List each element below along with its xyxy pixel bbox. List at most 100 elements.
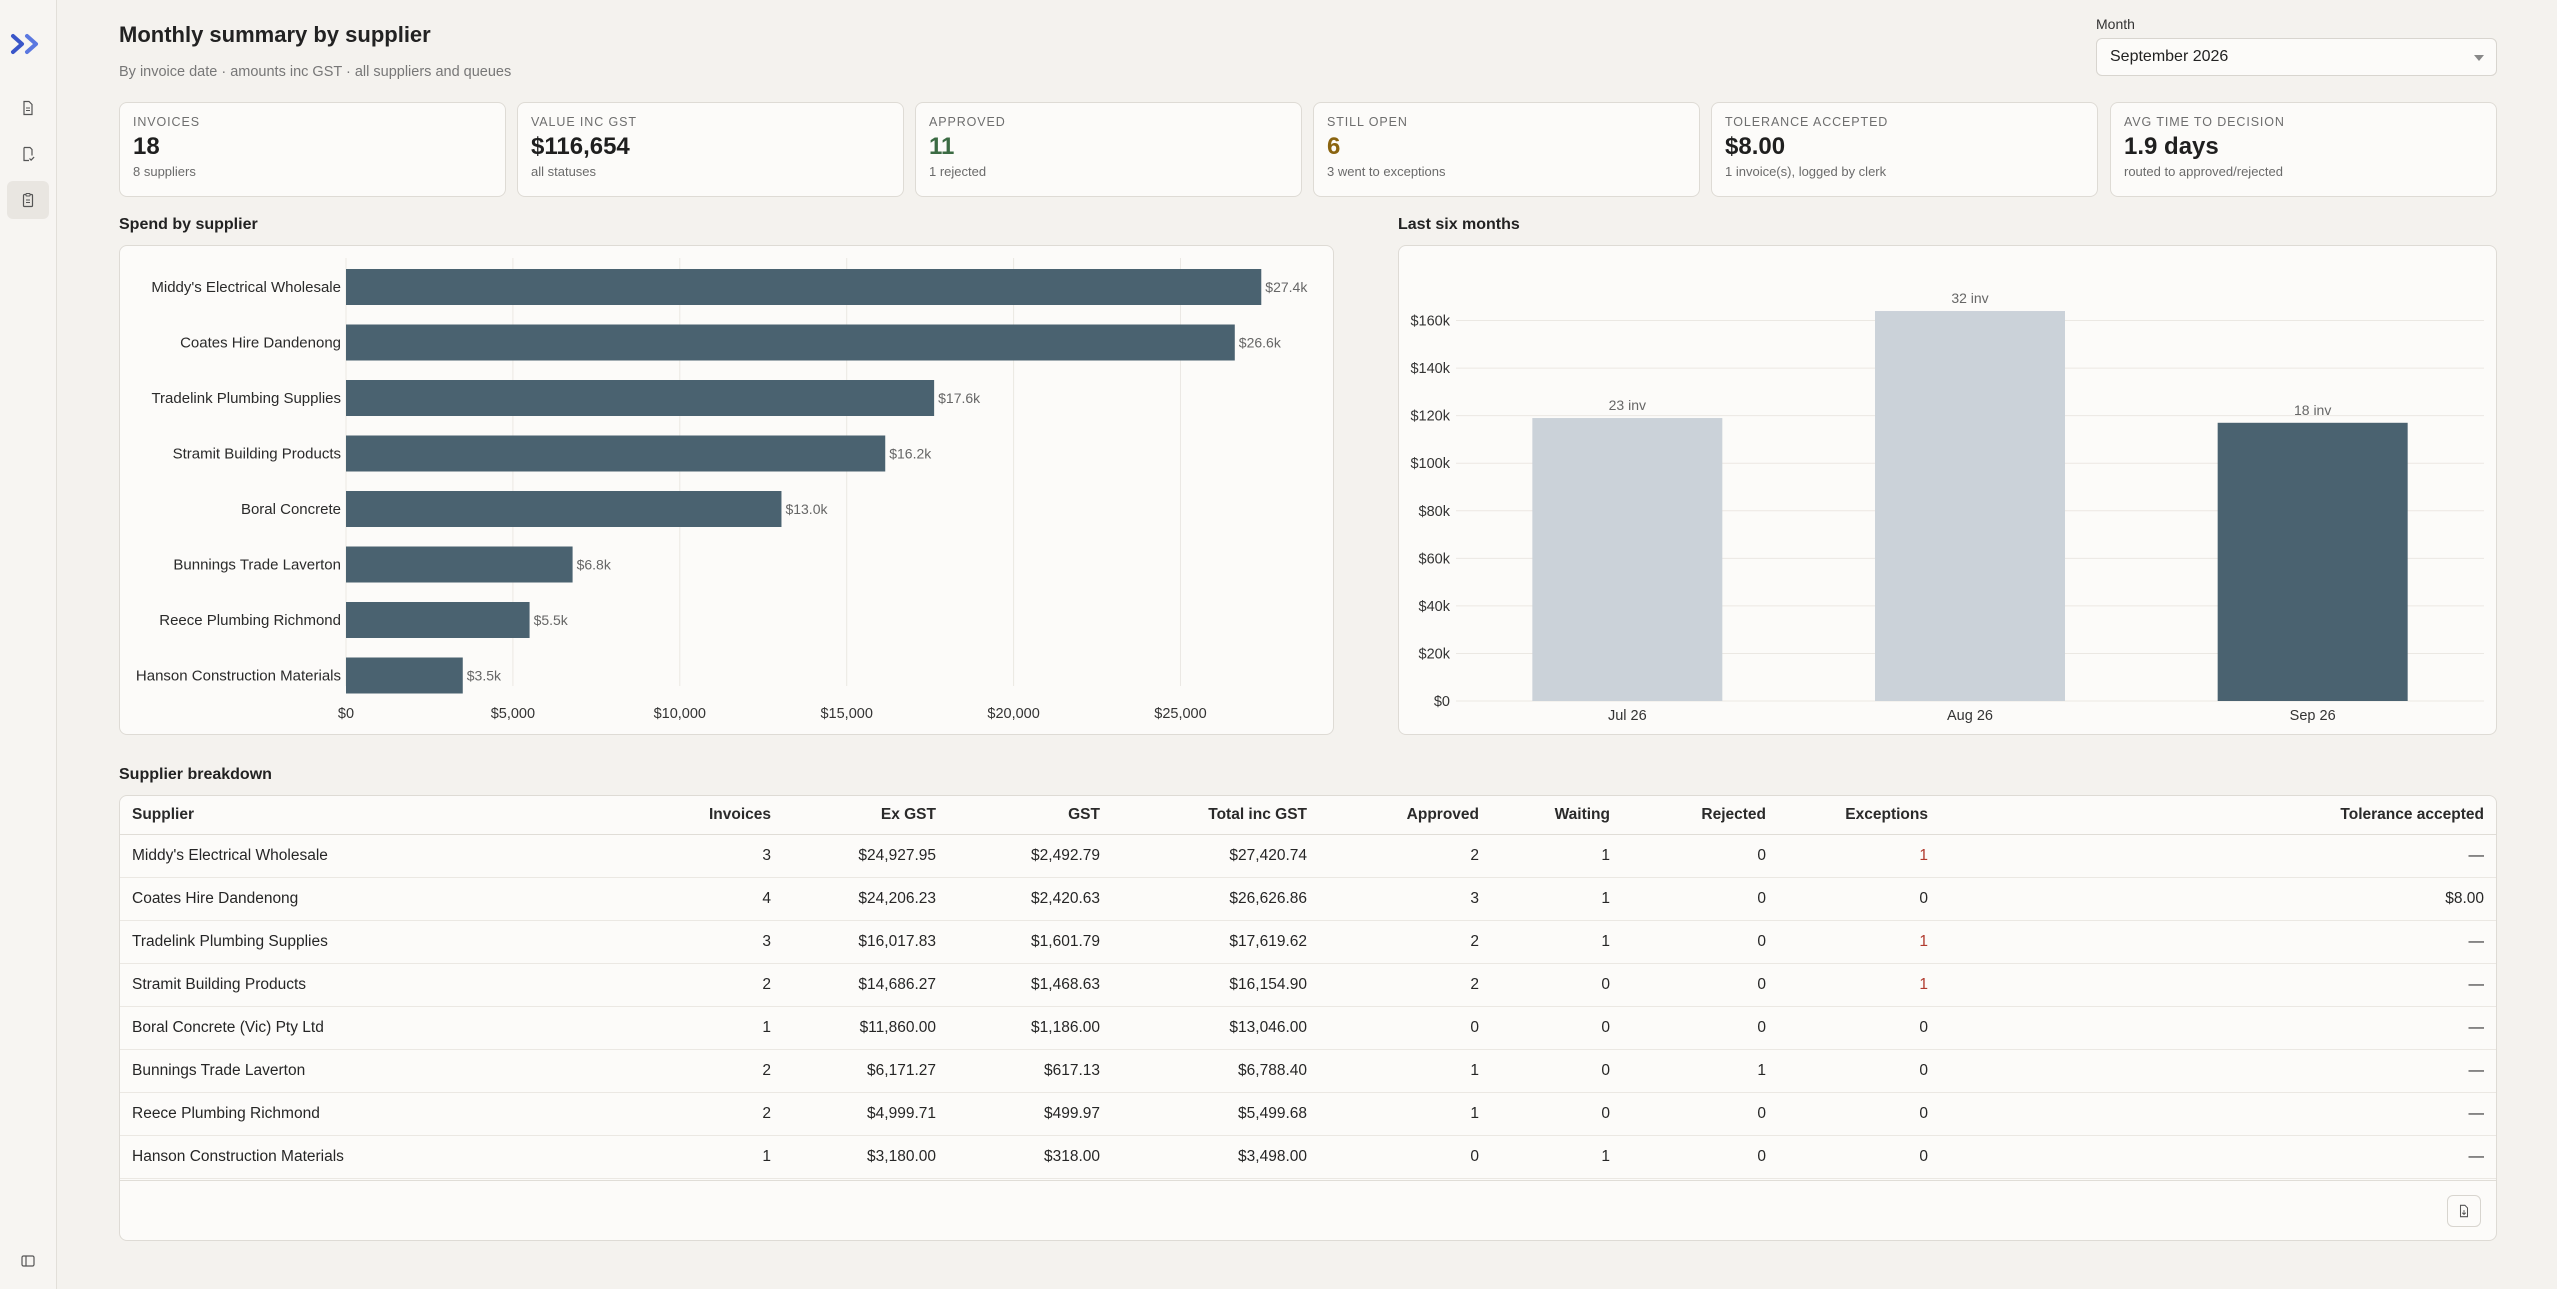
logo-icon[interactable] <box>9 32 49 56</box>
table-cell: Stramit Building Products <box>120 963 500 1007</box>
table-cell: $3,180.00 <box>783 1135 948 1179</box>
export-button[interactable] <box>2447 1195 2481 1227</box>
table-cell: $4,999.71 <box>783 1092 948 1136</box>
nav-invoices-button[interactable] <box>7 89 49 127</box>
table-cell: 2 <box>500 1092 783 1136</box>
sidebar-rail <box>0 0 57 1289</box>
table-cell: 0 <box>1491 1092 1622 1136</box>
bar-value-label: $13.0k <box>785 501 828 517</box>
chevron-down-icon <box>2474 55 2484 61</box>
x-tick-label: $0 <box>338 706 354 722</box>
table-cell: 0 <box>1622 920 1778 964</box>
table-cell: 1 <box>1491 1135 1622 1179</box>
table-cell: 2 <box>1319 963 1491 1007</box>
table-cell: 0 <box>1622 834 1778 878</box>
table-cell: — <box>1940 1135 2496 1179</box>
table-cell: $17,619.62 <box>1112 920 1319 964</box>
column-header: Rejected <box>1622 796 1778 835</box>
table-cell: $5,499.68 <box>1112 1092 1319 1136</box>
table-cell: — <box>1940 963 2496 1007</box>
table-cell: $318.00 <box>948 1135 1112 1179</box>
table-cell: $8.00 <box>1940 877 2496 921</box>
table-cell: Hanson Construction Materials <box>120 1135 500 1179</box>
bar-value-label: $17.6k <box>938 390 981 406</box>
supplier-label: Coates Hire Dandenong <box>180 335 341 352</box>
kpi-sub: routed to approved/rejected <box>2124 164 2283 179</box>
table-row[interactable]: Stramit Building Products 2 $14,686.27 $1,4… <box>120 963 2496 1007</box>
y-tick-label: $120k <box>1410 409 1450 425</box>
kpi-card-value: Value inc GST $116,654 all statuses <box>517 102 904 197</box>
table-cell: $16,017.83 <box>783 920 948 964</box>
table-cell: $499.97 <box>948 1092 1112 1136</box>
y-tick-label: $80k <box>1419 504 1451 520</box>
page-title: Monthly summary by supplier <box>119 22 431 47</box>
table-cell: 3 <box>500 834 783 878</box>
y-tick-label: $100k <box>1410 456 1450 472</box>
month-bar <box>1875 311 2065 701</box>
table-cell: 0 <box>1622 1092 1778 1136</box>
kpi-value: 11 <box>929 133 955 160</box>
column-header: Approved <box>1319 796 1491 835</box>
supplier-breakdown-table: Supplier Invoices Ex GST GST Total inc GST Ap… <box>119 795 2497 1241</box>
table-cell: — <box>1940 834 2496 878</box>
table-cell: Coates Hire Dandenong <box>120 877 500 921</box>
month-bar <box>2217 422 2408 701</box>
table-row[interactable]: Reece Plumbing Richmond 2 $4,999.71 $499.97… <box>120 1092 2496 1136</box>
month-select-value: September 2026 <box>2110 48 2229 65</box>
table-cell: Bunnings Trade Laverton <box>120 1049 500 1093</box>
table-cell: 0 <box>1778 1049 1940 1093</box>
x-tick-label: $5,000 <box>491 706 535 722</box>
table-cell: 1 <box>1778 834 1940 878</box>
month-label: Month <box>2096 16 2135 32</box>
bar-count-label: 23 inv <box>1609 397 1646 413</box>
supplier-label: Boral Concrete <box>241 501 341 518</box>
table-cell: 3 <box>1319 877 1491 921</box>
supplier-label: Tradelink Plumbing Supplies <box>151 390 341 407</box>
kpi-card-avg-time: Avg time to decision 1.9 days routed to … <box>2110 102 2497 197</box>
table-row[interactable]: Tradelink Plumbing Supplies 3 $16,017.83 $1… <box>120 920 2496 964</box>
sidebar-collapse-button[interactable] <box>7 1242 49 1280</box>
table-row[interactable]: Middy's Electrical Wholesale 3 $24,927.95 $… <box>120 834 2496 878</box>
kpi-label: Avg time to decision <box>2124 115 2285 129</box>
table-cell: Middy's Electrical Wholesale <box>120 834 500 878</box>
table-cell: 2 <box>1319 920 1491 964</box>
table-cell: $16,154.90 <box>1112 963 1319 1007</box>
y-tick-label: $20k <box>1419 646 1451 662</box>
table-cell: $2,420.63 <box>948 877 1112 921</box>
table-row[interactable]: Hanson Construction Materials 1 $3,180.00 $… <box>120 1135 2496 1179</box>
y-tick-label: $60k <box>1419 551 1451 567</box>
bar-value-label: $16.2k <box>889 446 932 462</box>
breakdown-section-title: Supplier breakdown <box>119 766 272 783</box>
nav-reports-button[interactable] <box>7 181 49 219</box>
table-row[interactable]: Coates Hire Dandenong 4 $24,206.23 $2,420.6… <box>120 877 2496 921</box>
nav-approvals-button[interactable] <box>7 135 49 173</box>
supplier-label: Middy's Electrical Wholesale <box>151 279 341 296</box>
document-icon <box>23 100 33 116</box>
table-row[interactable]: Boral Concrete (Vic) Pty Ltd 1 $11,860.00 $… <box>120 1006 2496 1050</box>
kpi-sub: 1 invoice(s), logged by clerk <box>1725 164 1887 179</box>
table-cell: 0 <box>1622 877 1778 921</box>
table-cell: Tradelink Plumbing Supplies <box>120 920 500 964</box>
kpi-label: Still open <box>1327 115 1408 129</box>
table-cell: 1 <box>1491 920 1622 964</box>
column-header: Exceptions <box>1778 796 1940 835</box>
page-subtitle: By invoice date · amounts inc GST · all … <box>119 64 512 80</box>
table-cell: 1 <box>500 1135 783 1179</box>
table-cell: — <box>1940 1049 2496 1093</box>
table-row[interactable]: Bunnings Trade Laverton 2 $6,171.27 $617.13… <box>120 1049 2496 1093</box>
bar-value-label: $6.8k <box>577 557 612 573</box>
x-tick-label: $25,000 <box>1154 706 1206 722</box>
spend-bar <box>346 324 1235 361</box>
table-cell: 1 <box>500 1006 783 1050</box>
kpi-card-invoices: Invoices 18 8 suppliers <box>119 102 506 197</box>
table-cell: — <box>1940 1092 2496 1136</box>
month-select[interactable]: September 2026 <box>2096 38 2497 76</box>
column-header: Invoices <box>500 796 783 835</box>
table-cell: 0 <box>1491 1006 1622 1050</box>
six-months-section-title: Last six months <box>1398 216 1520 233</box>
spend-by-supplier-chart: $0 $5,000 $10,000 $15,000 $20,000 $25,000 Midd… <box>136 258 1308 722</box>
table-cell: 0 <box>1319 1135 1491 1179</box>
kpi-label: Invoices <box>133 115 200 129</box>
kpi-card-approved: Approved 11 1 rejected <box>915 102 1302 197</box>
table-cell: $11,860.00 <box>783 1006 948 1050</box>
